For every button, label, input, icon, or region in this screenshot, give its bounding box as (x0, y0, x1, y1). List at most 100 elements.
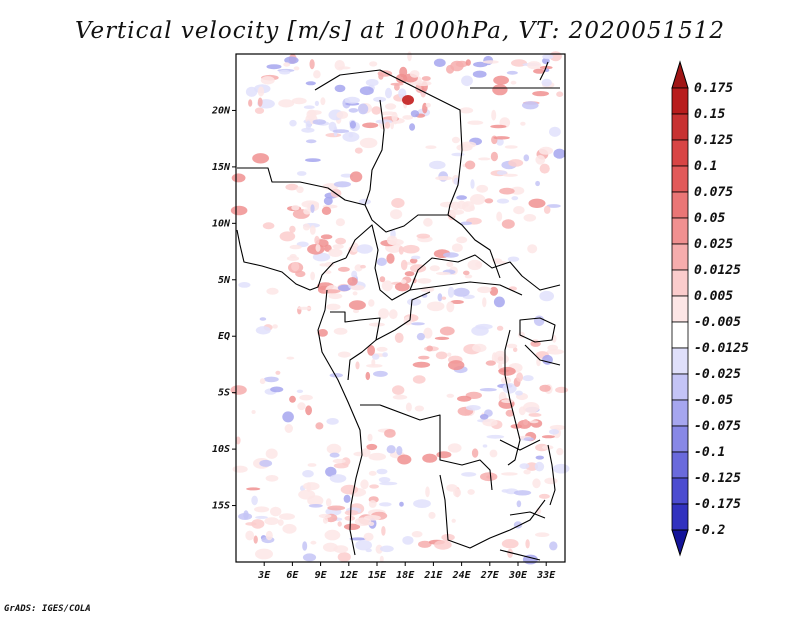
field-patch (492, 84, 508, 96)
field-patch (507, 548, 513, 558)
field-patch (264, 517, 280, 525)
colorbar-segment (671, 87, 689, 115)
field-patch (278, 99, 295, 108)
field-patch (357, 103, 369, 115)
field-patch (352, 291, 358, 296)
field-patch (532, 478, 541, 489)
field-patch (279, 231, 296, 242)
field-patch (284, 56, 299, 64)
y-tick-label: 10S (212, 444, 230, 455)
field-patch (322, 289, 341, 294)
field-patch (396, 446, 403, 456)
field-patch (378, 308, 389, 319)
field-patch (485, 360, 496, 366)
field-patch (527, 61, 542, 70)
field-patch (381, 526, 386, 536)
colorbar-label: 0.125 (694, 133, 733, 148)
field-patch (465, 59, 471, 66)
field-patch (296, 171, 307, 176)
field-patch (333, 327, 348, 335)
colorbar-label: -0.2 (694, 523, 725, 538)
field-patch (392, 385, 405, 395)
country-boundaries (236, 61, 561, 561)
field-patch (329, 373, 343, 378)
field-patch (399, 66, 408, 78)
field-patch (254, 506, 270, 513)
field-patch (549, 541, 558, 551)
y-tick-label: 10N (212, 218, 231, 229)
grads-credit: GrADS: IGES/COLA (4, 604, 91, 614)
field-patch (376, 468, 388, 475)
field-patch (411, 322, 425, 326)
field-patch (310, 540, 317, 545)
field-patch (333, 181, 351, 188)
field-patch (498, 366, 516, 376)
field-patch (541, 445, 554, 450)
field-patch (328, 121, 337, 132)
field-patch (409, 258, 418, 264)
field-patch (355, 540, 372, 551)
field-patch (475, 323, 493, 330)
field-patch (461, 472, 477, 477)
field-patch (416, 233, 431, 239)
field-patch (335, 218, 345, 227)
field-patch (343, 494, 351, 503)
field-patch (373, 96, 387, 102)
field-patch (435, 351, 448, 360)
x-tick-label: 9E (315, 570, 328, 581)
field-patch (314, 100, 319, 106)
field-patch (377, 70, 393, 77)
field-patch (538, 146, 554, 155)
field-patch (434, 336, 450, 340)
field-patch (506, 343, 518, 349)
field-patch (325, 466, 337, 477)
field-patch (305, 81, 316, 86)
field-patch (460, 141, 477, 148)
coastline-west-africa (236, 229, 347, 291)
colorbar-segment (671, 113, 689, 141)
field-patch (314, 235, 320, 245)
field-patch (365, 79, 379, 87)
field-patch (541, 435, 555, 439)
x-tick-label: 27E (480, 570, 500, 581)
field-patch (501, 219, 515, 229)
field-patch (384, 429, 396, 438)
colorbar-segment (671, 347, 689, 375)
x-tick-label: 12E (340, 570, 359, 581)
field-patch (523, 154, 530, 162)
field-patch (262, 222, 275, 230)
field-patch (451, 136, 460, 144)
field-patch (381, 280, 393, 292)
field-patch (542, 54, 554, 60)
field-patch (320, 234, 333, 240)
field-patch (552, 334, 557, 343)
field-patch (286, 356, 295, 360)
field-patch (283, 62, 291, 67)
field-patch (484, 198, 494, 204)
field-patch (385, 87, 392, 99)
field-patch (380, 545, 394, 553)
field-patch (344, 515, 356, 521)
field-patch (425, 145, 437, 149)
lake-victoria (519, 317, 556, 343)
field-patch (456, 195, 467, 200)
field-patch (321, 206, 332, 215)
field-patch (414, 405, 425, 412)
field-patch (405, 402, 412, 412)
field-patch (306, 482, 311, 492)
colorbar-label: -0.0125 (694, 341, 749, 356)
field-patch (437, 293, 443, 302)
field-patch (334, 84, 346, 93)
field-patch (349, 537, 367, 541)
field-patch (265, 530, 273, 541)
field-patch (282, 411, 294, 423)
field-patch (464, 274, 473, 279)
field-patch (359, 137, 378, 149)
border-angola (360, 404, 493, 491)
field-patch (539, 163, 550, 174)
field-patch (556, 447, 564, 456)
field-patch (303, 482, 320, 491)
field-patch (476, 184, 489, 193)
field-patch (355, 361, 360, 370)
field-patches (230, 51, 570, 565)
